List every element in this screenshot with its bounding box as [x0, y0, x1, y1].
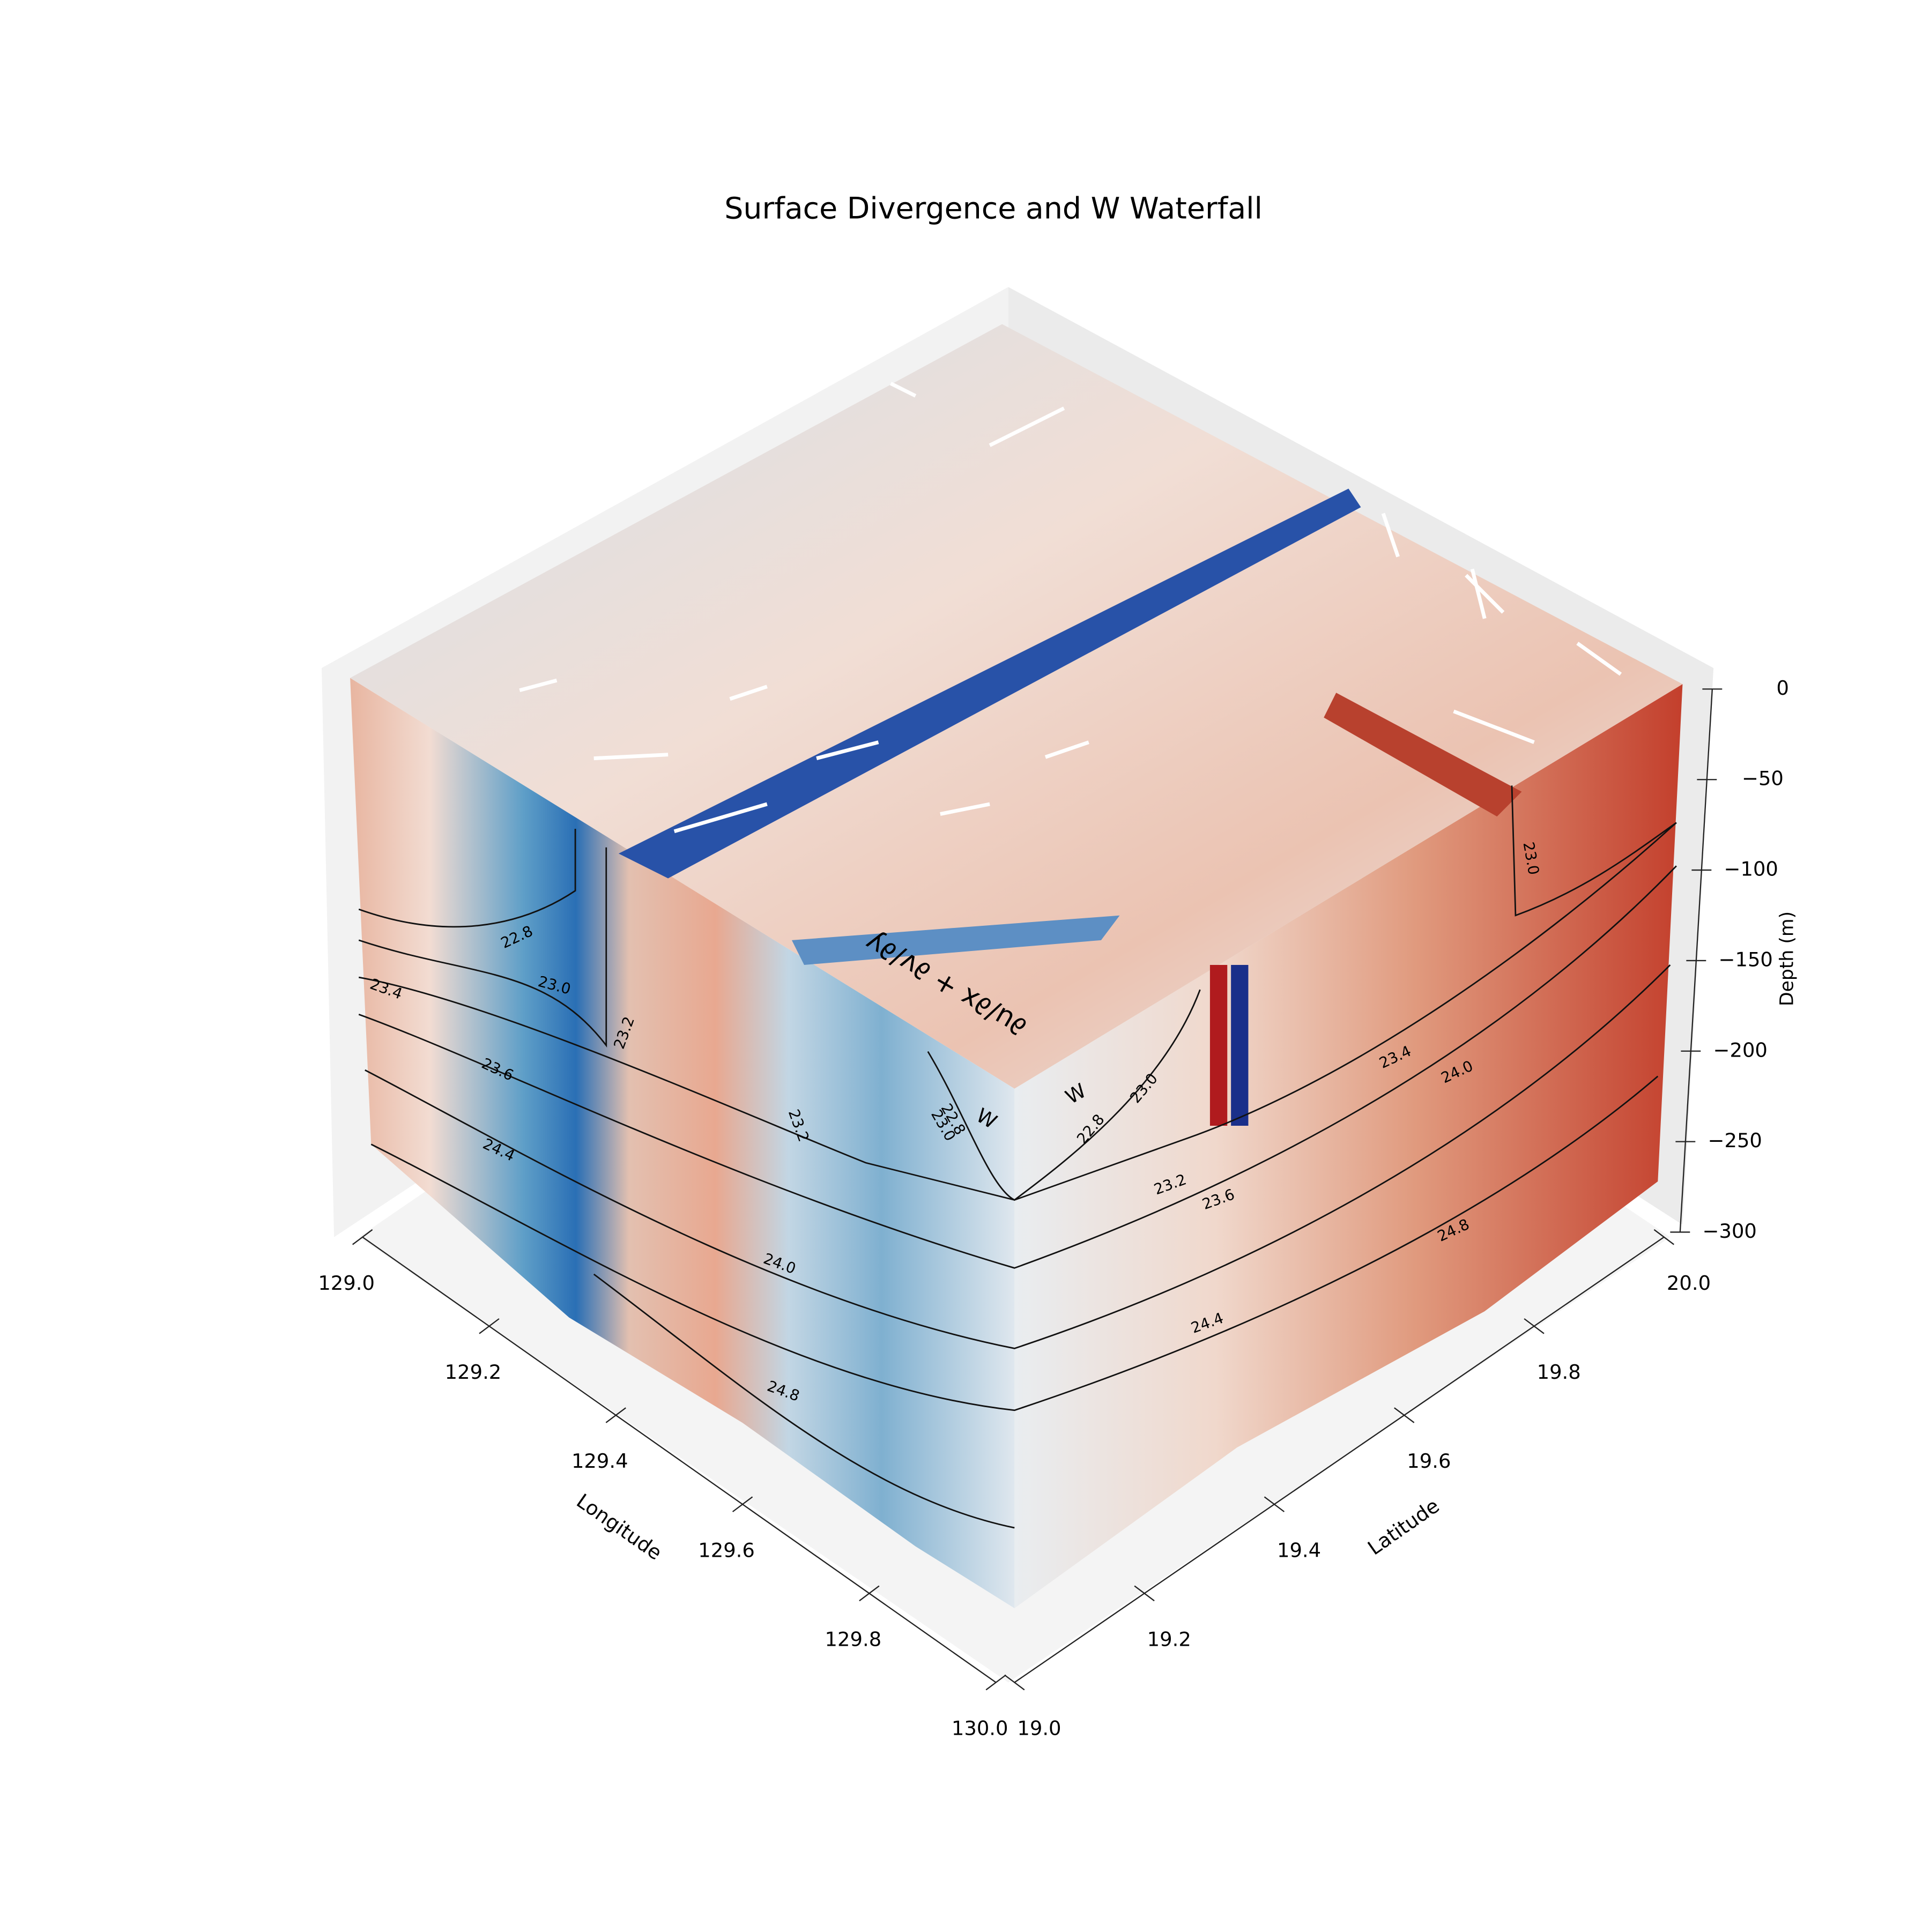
y-tick-label: 19.6 [1407, 1450, 1451, 1473]
data-faces [350, 324, 1683, 1608]
y-tick-label: 19.4 [1277, 1539, 1321, 1562]
velocity-arrow [1576, 642, 1622, 676]
velocity-arrow [889, 382, 917, 398]
divergence-band [791, 915, 1120, 965]
contour-line [358, 847, 607, 1048]
z-tick-label: −100 [1724, 858, 1778, 881]
velocity-arrow [989, 406, 1065, 447]
velocity-arrow [1465, 574, 1505, 614]
z-tick-label: −300 [1703, 1220, 1757, 1243]
contour-line [1511, 785, 1677, 917]
x-tick-label: 129.8 [825, 1628, 882, 1651]
z-tick-label: −250 [1708, 1129, 1762, 1152]
z-tick-label: −150 [1719, 948, 1773, 971]
x-tick-label: 130.0 [952, 1717, 1008, 1740]
y-tick-label: 20.0 [1667, 1272, 1711, 1295]
contours [358, 785, 1677, 1529]
y-tick [1004, 1674, 1025, 1691]
y-tick [1134, 1585, 1155, 1602]
axes: 129.0 129.2 129.4 129.6 129.8 130.0 19.0 19.2 19… [318, 677, 1789, 1740]
y-tick [1394, 1407, 1415, 1423]
x-tick [985, 1674, 1006, 1691]
x-tick [605, 1407, 626, 1423]
velocity-arrow [519, 678, 558, 693]
y-tick [1524, 1318, 1545, 1334]
velocity-arrow [1381, 512, 1400, 558]
y-tick [1264, 1496, 1285, 1512]
contour-line [365, 964, 1671, 1349]
x-tick-label: 129.6 [698, 1539, 755, 1562]
contour-line [927, 989, 1201, 1201]
x-tick [479, 1318, 500, 1334]
y-tick-label: 19.2 [1147, 1628, 1191, 1651]
velocity-arrow [940, 802, 990, 816]
contour-line [358, 829, 576, 928]
divergence-band [1324, 693, 1522, 817]
x-tick-label: 129.2 [445, 1361, 502, 1384]
contour-line [593, 1273, 1015, 1529]
x-tick-label: 129.0 [318, 1272, 375, 1295]
top-face [350, 324, 1683, 1089]
y-axis-label: Latitude [1364, 1494, 1444, 1559]
w-band [1231, 965, 1249, 1126]
x-axis-label: Longitude [572, 1489, 666, 1565]
y-axis-line [1014, 1236, 1665, 1683]
velocity-arrow [1453, 709, 1535, 744]
x-axis-line [362, 1236, 997, 1683]
x-tick [352, 1229, 373, 1245]
x-tick [732, 1496, 753, 1512]
x-tick-label: 129.4 [571, 1450, 628, 1473]
y-tick [1653, 1229, 1674, 1245]
y-tick-label: 19.8 [1537, 1361, 1581, 1384]
velocity-arrow [1044, 740, 1089, 759]
z-axis-label: Depth (m) [1777, 911, 1798, 1006]
velocity-arrows [519, 382, 1622, 834]
z-tick-label: 0 [1776, 677, 1788, 700]
contour-line [370, 1075, 1659, 1411]
contour-line [358, 865, 1677, 1269]
x-tick [859, 1585, 880, 1602]
z-tick-label: −50 [1742, 767, 1784, 790]
velocity-arrow [729, 685, 768, 701]
contour-line [358, 822, 1677, 1201]
left-face [350, 678, 1015, 1608]
y-tick-label: 19.0 [1017, 1717, 1061, 1740]
w-band [1209, 965, 1228, 1126]
velocity-arrow [593, 753, 669, 761]
divergence-band [618, 488, 1361, 879]
velocity-arrow [673, 802, 768, 834]
chart-title: Surface Divergence and W Waterfall [724, 191, 1263, 226]
z-tick-label: −200 [1713, 1038, 1768, 1061]
velocity-arrow [816, 740, 879, 760]
velocity-arrow [1470, 568, 1487, 619]
